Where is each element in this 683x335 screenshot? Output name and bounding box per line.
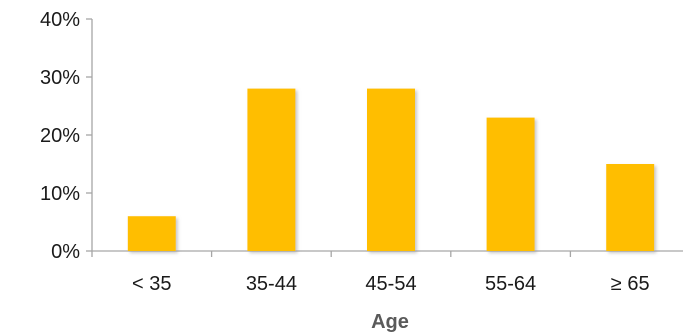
bar (247, 88, 296, 251)
x-tick-label: 35-44 (246, 273, 297, 295)
y-tick-label: 20% (40, 125, 80, 147)
y-tick-label: 30% (40, 67, 80, 89)
bar (606, 164, 655, 251)
bar (127, 216, 176, 251)
y-tick-label: 40% (40, 9, 80, 31)
x-axis-title: Age (371, 311, 409, 333)
x-tick-labels: < 35 35-44 45-54 55-64 ≥ 65 (132, 273, 650, 295)
x-tick-label: 45-54 (365, 273, 416, 295)
y-tick-label: 0% (51, 241, 80, 263)
x-tick-label: 55-64 (485, 273, 536, 295)
bar (367, 88, 415, 251)
bar (486, 117, 535, 251)
bars (127, 88, 655, 251)
x-axis (91, 250, 683, 257)
x-tick-label: < 35 (132, 273, 171, 295)
x-tick-label: ≥ 65 (611, 273, 650, 295)
y-axis: 0% 10% 20% 30% 40% (40, 9, 93, 263)
y-tick-label: 10% (40, 183, 80, 205)
